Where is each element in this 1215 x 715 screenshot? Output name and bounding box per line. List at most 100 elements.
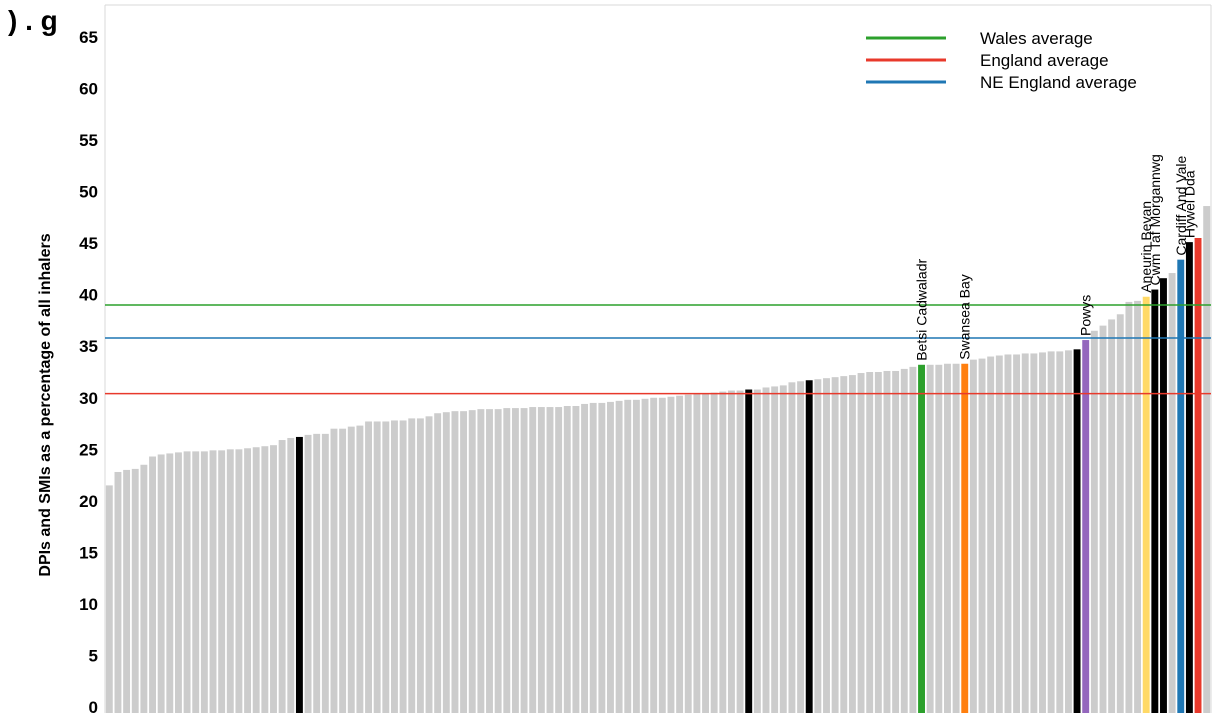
bar bbox=[425, 416, 433, 713]
bar bbox=[624, 399, 632, 713]
bar bbox=[529, 407, 537, 713]
bar bbox=[1013, 354, 1021, 713]
bar bbox=[771, 386, 779, 713]
bar bbox=[520, 408, 528, 713]
bar bbox=[399, 420, 407, 713]
bar bbox=[762, 387, 770, 713]
bar bbox=[572, 406, 580, 713]
bar bbox=[1108, 319, 1116, 713]
y-axis: 0 5 10 15 20 25 30 35 40 45 50 55 60 65 bbox=[79, 28, 98, 715]
bar bbox=[200, 451, 208, 713]
bar bbox=[874, 372, 882, 713]
bar-annotation: Cardiff And Vale bbox=[1173, 156, 1189, 256]
bar bbox=[451, 411, 459, 713]
bar bbox=[676, 395, 684, 713]
bar bbox=[140, 464, 148, 713]
bar bbox=[1056, 351, 1064, 713]
bar bbox=[788, 382, 796, 713]
bar bbox=[719, 391, 727, 713]
bar bbox=[235, 449, 243, 713]
bar bbox=[218, 450, 226, 713]
bar bbox=[114, 471, 122, 713]
bar bbox=[1021, 353, 1029, 713]
bar bbox=[339, 428, 347, 713]
bar bbox=[192, 451, 200, 713]
bar bbox=[416, 418, 424, 713]
y-tick-label: 10 bbox=[79, 595, 98, 614]
plot-frame bbox=[104, 4, 1212, 713]
bar bbox=[313, 433, 321, 713]
bar bbox=[944, 363, 951, 713]
bar bbox=[745, 389, 753, 713]
bar bbox=[494, 409, 502, 713]
reference-lines bbox=[105, 304, 1211, 395]
bar bbox=[589, 402, 597, 713]
bar bbox=[987, 356, 995, 713]
bar bbox=[295, 436, 303, 713]
bar bbox=[900, 368, 908, 713]
bar bbox=[356, 425, 364, 713]
y-tick-label: 55 bbox=[79, 131, 98, 150]
bar bbox=[382, 421, 390, 713]
bar bbox=[1064, 350, 1072, 713]
y-tick-label: 5 bbox=[89, 646, 98, 665]
bar bbox=[918, 364, 925, 713]
bar bbox=[727, 390, 735, 713]
bar bbox=[969, 359, 977, 713]
bar bbox=[926, 364, 934, 713]
bar bbox=[1099, 325, 1107, 713]
bar bbox=[658, 397, 666, 713]
bar bbox=[805, 380, 813, 713]
bar-annotation: Cwm Taf Morgannwg bbox=[1147, 154, 1163, 285]
legend: Wales average England average NE England a… bbox=[866, 29, 1137, 92]
bar bbox=[1030, 353, 1038, 713]
bar bbox=[270, 445, 277, 713]
bar bbox=[105, 485, 113, 713]
bar bbox=[857, 373, 865, 713]
bar bbox=[157, 454, 165, 713]
bar bbox=[503, 408, 511, 713]
bar bbox=[935, 364, 943, 713]
bar bbox=[244, 448, 252, 713]
bar bbox=[1125, 301, 1133, 713]
bar bbox=[304, 434, 312, 713]
bar bbox=[1004, 354, 1012, 713]
bar bbox=[684, 394, 692, 713]
bar bbox=[391, 420, 398, 713]
y-tick-label: 50 bbox=[79, 183, 98, 202]
bar-annotation: Swansea Bay bbox=[957, 274, 973, 360]
bar bbox=[149, 456, 156, 713]
bar bbox=[261, 446, 269, 713]
bar bbox=[174, 452, 182, 713]
bar bbox=[1151, 289, 1159, 713]
bar bbox=[1194, 238, 1202, 713]
bar bbox=[693, 393, 701, 713]
bar bbox=[1073, 349, 1081, 713]
bar bbox=[961, 363, 969, 713]
bar bbox=[183, 451, 191, 713]
legend-entry: Wales average bbox=[980, 29, 1093, 48]
y-tick-label: 45 bbox=[79, 234, 98, 253]
bar bbox=[287, 437, 295, 713]
y-tick-label: 35 bbox=[79, 337, 98, 356]
bar bbox=[797, 381, 805, 713]
bar bbox=[848, 375, 856, 713]
bar bbox=[278, 440, 286, 713]
bar bbox=[1177, 259, 1185, 713]
y-tick-label: 15 bbox=[79, 543, 98, 562]
y-axis-label: DPIs and SMIs as a percentage of all inh… bbox=[37, 233, 54, 576]
legend-entry: England average bbox=[980, 51, 1109, 70]
bar-series bbox=[105, 206, 1211, 714]
y-tick-label: 25 bbox=[79, 440, 98, 459]
bar bbox=[710, 392, 718, 713]
bar bbox=[321, 433, 329, 713]
bar bbox=[736, 390, 744, 713]
bar bbox=[641, 398, 649, 713]
bar bbox=[1082, 340, 1090, 713]
bar bbox=[1116, 314, 1124, 713]
y-tick-label: 0 bbox=[89, 698, 98, 715]
y-tick-label: 65 bbox=[79, 28, 98, 47]
bar bbox=[995, 355, 1003, 713]
bar-annotation: Hywel Dda bbox=[1181, 170, 1197, 238]
bar bbox=[581, 403, 589, 713]
